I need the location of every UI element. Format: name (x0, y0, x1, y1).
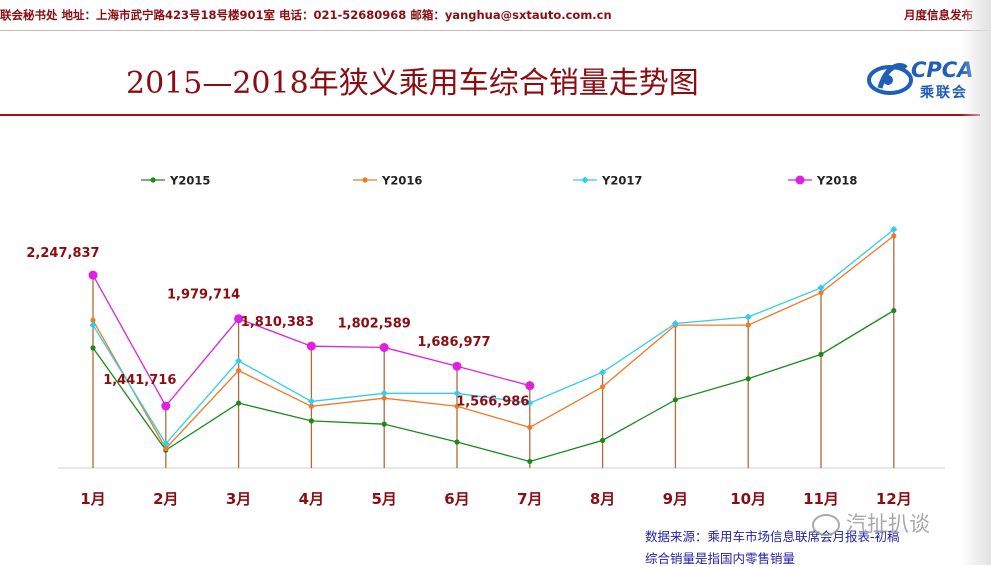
data-point-y2015 (90, 345, 96, 351)
x-tick-label: 12月 (876, 490, 912, 508)
watermark: 汽扯扒谈 (812, 508, 930, 538)
data-point-y2016 (527, 424, 533, 430)
data-point-y2017 (89, 321, 97, 329)
data-point-y2018 (88, 270, 98, 280)
data-point-y2016 (163, 445, 169, 452)
x-tick-label: 11月 (803, 490, 839, 508)
legend-label: Y2017 (601, 174, 642, 188)
legend-label: Y2015 (169, 174, 210, 188)
header-bar: 联会秘书处 地址：上海市武宁路423号18号楼901室 电话：021-52680… (0, 0, 991, 30)
data-point-y2018 (161, 401, 171, 411)
title-divider (0, 114, 980, 116)
x-tick-label: 9月 (663, 490, 688, 508)
data-label: 2,247,837 (26, 246, 99, 261)
data-point-y2016 (454, 403, 460, 409)
legend-label: Y2016 (381, 174, 422, 188)
chart-title: 2015—2018年狭义乘用车综合销量走势图 (126, 66, 699, 101)
data-point-y2015 (236, 400, 242, 406)
legend-marker (795, 175, 805, 185)
data-point-y2015 (454, 439, 460, 445)
header-monthly-release: 月度信息发布 (904, 8, 973, 22)
x-tick-label: 4月 (299, 490, 324, 508)
legend-marker (150, 177, 156, 183)
cpca-logo-icon (867, 63, 913, 95)
watermark-text: 汽扯扒谈 (846, 512, 930, 536)
logo-subtext: 乘联会 (920, 85, 968, 101)
legend-marker (362, 177, 368, 183)
header-divider (0, 30, 991, 31)
data-point-y2016 (90, 317, 96, 323)
x-tick-label: 7月 (517, 490, 542, 508)
data-point-y2017 (380, 389, 388, 397)
legend-marker (581, 176, 589, 184)
data-point-y2017 (599, 368, 607, 376)
data-point-y2017 (453, 389, 461, 397)
data-point-y2017 (526, 399, 534, 407)
data-point-y2017 (817, 284, 825, 292)
data-point-y2016 (381, 395, 387, 401)
data-point-y2016 (600, 384, 606, 390)
definition-note: 综合销量是指国内零售销量 (645, 551, 796, 566)
data-point-y2017 (162, 440, 170, 448)
data-point-y2018 (306, 341, 316, 351)
data-point-y2017 (307, 397, 315, 405)
data-point-y2016 (745, 322, 751, 328)
data-point-y2015 (308, 418, 314, 424)
data-point-y2018 (379, 342, 389, 352)
data-label: 1,802,589 (338, 316, 411, 331)
data-point-y2017 (235, 357, 243, 365)
series-line-y2015 (92, 309, 895, 463)
data-point-y2017 (890, 225, 898, 233)
data-point-y2015 (745, 376, 751, 382)
chat-bubble-icon (812, 514, 840, 536)
data-point-y2015 (381, 421, 387, 427)
data-point-y2015 (600, 437, 606, 443)
x-tick-label: 6月 (444, 490, 469, 508)
x-tick-label: 8月 (590, 490, 615, 508)
data-point-y2017 (671, 320, 679, 328)
series-line-y2017 (92, 228, 895, 445)
x-tick-label: 5月 (371, 490, 396, 508)
data-point-y2016 (891, 233, 897, 239)
data-point-y2015 (891, 307, 897, 314)
data-point-y2017 (744, 313, 752, 321)
data-point-y2016 (308, 403, 314, 409)
x-tick-label: 3月 (226, 490, 251, 508)
data-point-y2015 (672, 397, 679, 403)
data-point-y2015 (527, 458, 533, 465)
data-label: 1,979,714 (167, 288, 240, 303)
data-point-y2018 (452, 361, 462, 371)
header-contact-info: 联会秘书处 地址：上海市武宁路423号18号楼901室 电话：021-52680… (0, 8, 612, 22)
data-label: 1,441,716 (103, 373, 176, 388)
data-label: 1,686,977 (417, 335, 490, 350)
legend-label: Y2018 (816, 174, 857, 188)
data-label: 1,566,986 (456, 395, 529, 410)
data-point-y2016 (236, 367, 242, 374)
data-point-y2015 (818, 351, 824, 357)
data-point-y2016 (818, 290, 824, 296)
data-point-y2018 (525, 381, 535, 391)
data-label: 1,810,383 (241, 315, 314, 330)
x-tick-label: 1月 (80, 490, 105, 508)
x-tick-label: 10月 (730, 490, 766, 508)
data-point-y2018 (234, 314, 244, 324)
page-edge-shadow (961, 0, 991, 565)
series-line-y2016 (92, 235, 895, 450)
x-tick-label: 2月 (153, 490, 178, 508)
